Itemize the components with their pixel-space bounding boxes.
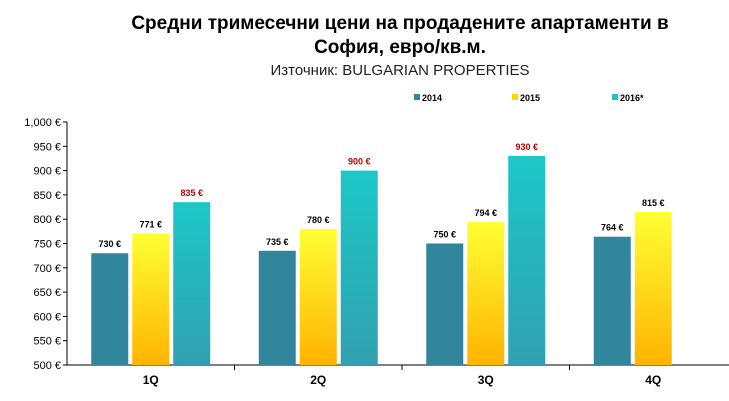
data-label: 930 € xyxy=(515,142,538,152)
y-tick-label: 600 € xyxy=(33,311,61,323)
y-tick-label: 950 € xyxy=(33,141,61,153)
bars: 730 € 771 € 835 € 735 € 780 € 900 € 750 € 794 €… xyxy=(91,142,672,365)
y-tick-label: 800 € xyxy=(33,214,61,226)
data-label: 794 € xyxy=(474,208,497,218)
legend-label: 2015 xyxy=(520,93,540,103)
bar-2015-3Q xyxy=(467,222,505,365)
y-tick-label: 550 € xyxy=(33,336,61,348)
y-tick-label: 900 € xyxy=(33,166,61,178)
x-category-label: 1Q xyxy=(143,373,159,387)
legend-swatch xyxy=(512,94,518,100)
x-category-label: 3Q xyxy=(478,373,494,387)
y-tick-label: 700 € xyxy=(33,263,61,275)
y-tick-label: 650 € xyxy=(33,287,61,299)
bar-2015-1Q xyxy=(132,233,170,365)
bar-2016-3Q xyxy=(508,156,546,365)
bar-2016-1Q xyxy=(173,202,211,365)
data-label: 735 € xyxy=(266,237,289,247)
bar-2014-2Q xyxy=(258,250,296,365)
chart-title-line-2: София, евро/кв.м. xyxy=(314,37,486,58)
y-tick-label: 1,000 € xyxy=(24,117,61,129)
bar-2015-2Q xyxy=(299,228,337,365)
x-category-label: 4Q xyxy=(645,373,661,387)
legend-label: 2014 xyxy=(422,93,442,103)
legend-label: 2016* xyxy=(620,93,644,103)
chart-title: Средни тримесечни цени на продадените ап… xyxy=(0,12,729,60)
legend-swatch xyxy=(612,94,618,100)
chart-subtitle: Източник: BULGARIAN PROPERTIES xyxy=(270,62,530,79)
data-label: 771 € xyxy=(139,219,162,229)
bar-2014-3Q xyxy=(426,243,464,365)
bar-2014-4Q xyxy=(593,236,631,365)
data-label: 764 € xyxy=(601,223,624,233)
y-tick-label: 850 € xyxy=(33,190,61,202)
data-label: 780 € xyxy=(307,215,330,225)
bar-2014-1Q xyxy=(91,253,129,365)
data-label: 815 € xyxy=(642,198,665,208)
data-label: 835 € xyxy=(180,188,203,198)
chart-title-line-1: Средни тримесечни цени на продадените ап… xyxy=(131,13,669,34)
legend-swatch xyxy=(414,94,420,100)
axes: 500 € 550 € 600 € 650 € 700 € 750 € 800 € 850 €… xyxy=(24,117,729,387)
bar-2016-2Q xyxy=(340,170,378,365)
data-label: 730 € xyxy=(98,239,121,249)
y-tick-label: 500 € xyxy=(33,360,61,372)
data-label: 750 € xyxy=(433,230,456,240)
y-tick-label: 750 € xyxy=(33,239,61,251)
bar-2015-4Q xyxy=(634,211,672,365)
legend: 2014 2015 2016* xyxy=(414,93,644,103)
x-category-label: 2Q xyxy=(310,373,326,387)
data-label: 900 € xyxy=(348,157,371,167)
